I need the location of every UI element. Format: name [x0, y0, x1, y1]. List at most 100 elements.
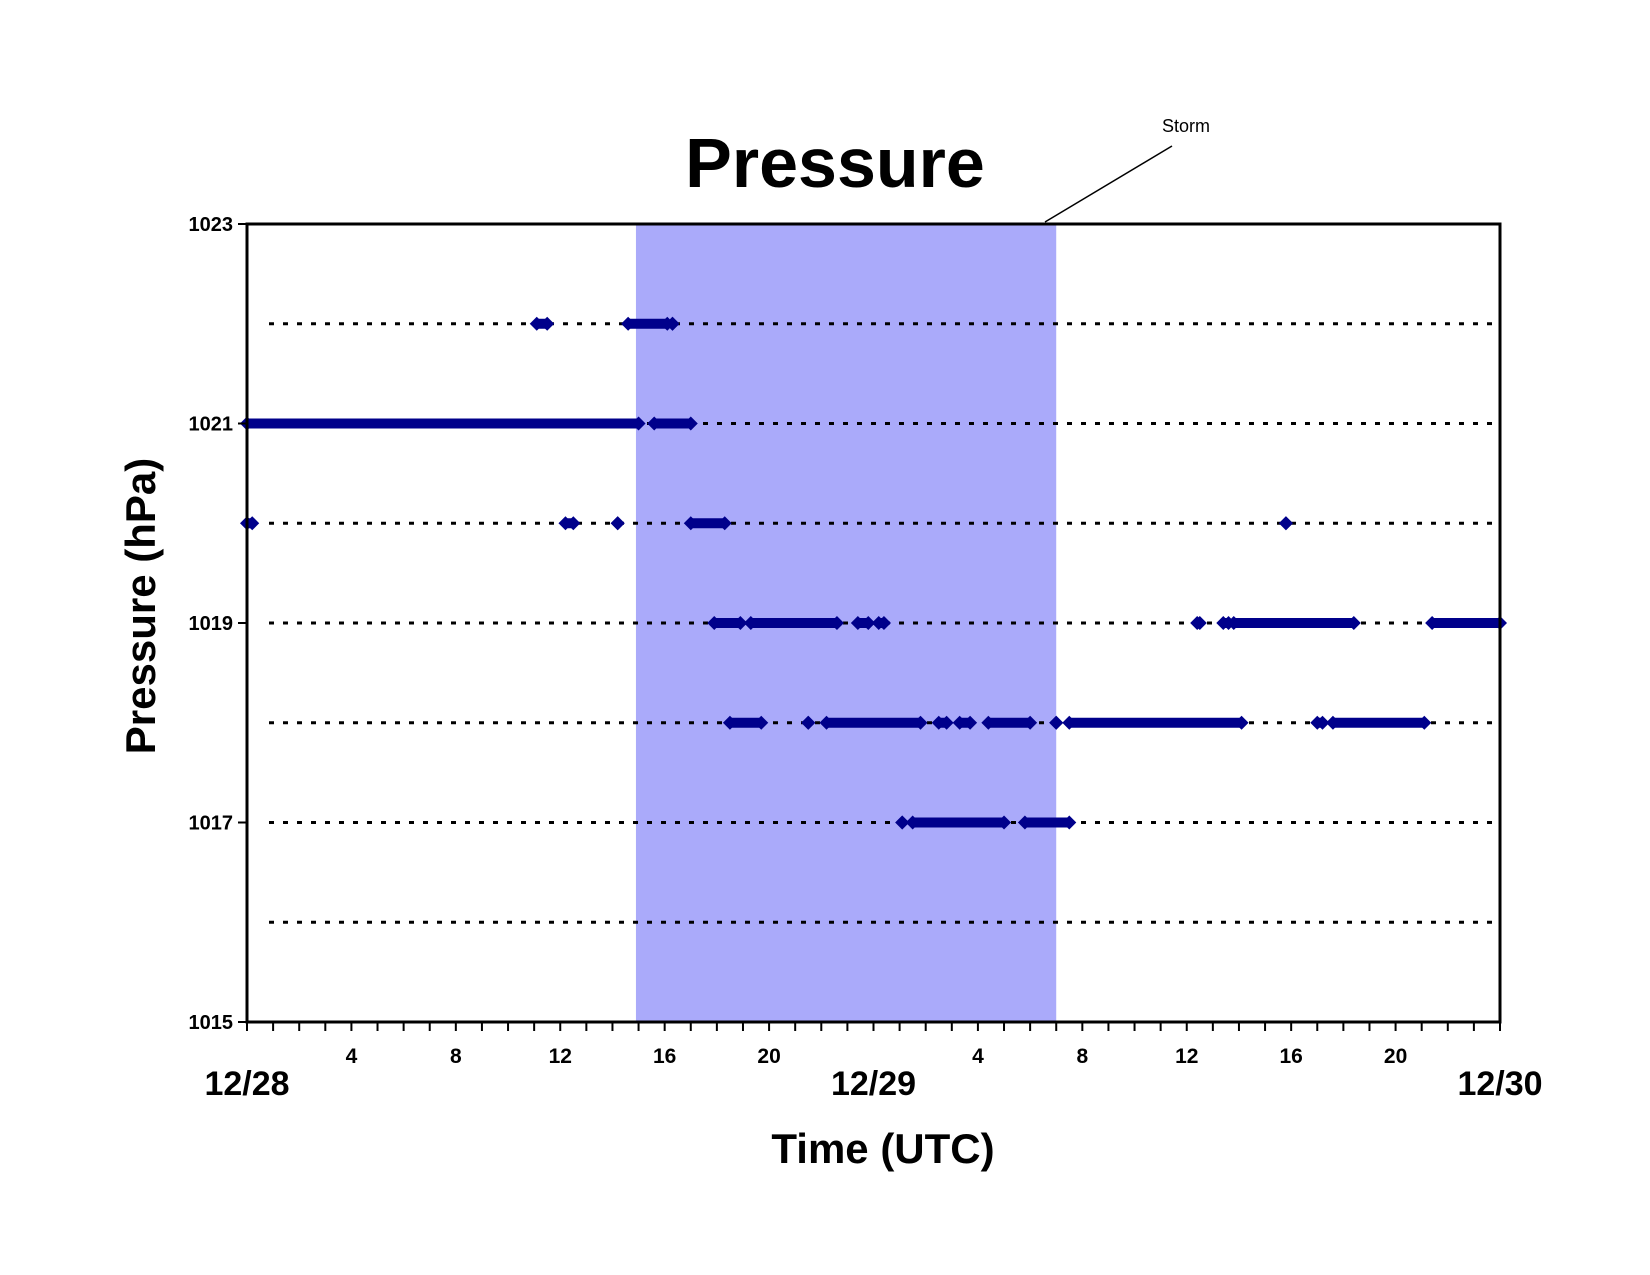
x-tick-label-hour-8: 8 [450, 1045, 462, 1068]
data-point-start [1425, 616, 1440, 630]
data-point-end [566, 516, 581, 531]
data-point-end [1023, 715, 1038, 730]
data-point-start [1226, 616, 1241, 630]
chart-title: Pressure [685, 124, 985, 202]
x-tick-label-hour-32: 8 [1076, 1045, 1088, 1068]
data-run-19 [801, 715, 816, 730]
data-run-26 [1310, 715, 1330, 730]
data-run-30 [1017, 815, 1077, 830]
data-point-end [1346, 616, 1361, 630]
data-run-12 [850, 616, 876, 630]
x-date-label-48: 12/30 [1457, 1065, 1542, 1103]
data-point-end [1278, 516, 1293, 531]
y-tick-label-1017: 1017 [189, 813, 234, 835]
data-run-9 [1278, 516, 1293, 531]
data-point-start [1325, 715, 1340, 730]
data-point-end [717, 516, 732, 531]
x-tick-label-hour-4: 4 [346, 1045, 358, 1068]
data-run-4 [647, 416, 698, 431]
x-tick-label-hour-16: 16 [653, 1045, 676, 1068]
x-tick-label-hour-12: 12 [549, 1045, 572, 1068]
data-point-start [743, 616, 758, 630]
data-point-end [665, 316, 680, 331]
data-point-start [850, 616, 865, 630]
data-point-start [1062, 715, 1077, 730]
data-run-7 [610, 516, 625, 531]
storm-annotation-label: Storm [1162, 116, 1210, 136]
x-tick-label-hour-40: 16 [1279, 1045, 1302, 1068]
data-point-end [801, 715, 816, 730]
data-run-6 [558, 516, 581, 531]
data-point-end [540, 316, 555, 331]
data-run-20 [819, 715, 928, 730]
x-tick-label-hour-36: 12 [1175, 1045, 1198, 1068]
y-tick-label-1021: 1021 [189, 414, 234, 436]
data-point-end [1234, 715, 1249, 730]
data-run-14 [1190, 616, 1207, 630]
data-point-start [647, 416, 662, 431]
data-point-start [981, 715, 996, 730]
storm-annotation-leader-line [1044, 145, 1173, 223]
data-run-16 [1226, 616, 1361, 630]
data-point-start [905, 815, 920, 830]
data-point-end [913, 715, 928, 730]
data-run-13 [871, 616, 891, 630]
data-run-22 [952, 715, 978, 730]
data-point-start [952, 715, 967, 730]
data-series [240, 316, 1507, 830]
y-tick-label-1023: 1023 [189, 214, 234, 236]
axis-ticks [238, 223, 1501, 1031]
data-run-18 [722, 715, 769, 730]
x-tick-label-hour-20: 20 [757, 1045, 780, 1068]
data-point-end [733, 616, 748, 630]
data-point-end [1417, 715, 1432, 730]
data-point-end [963, 715, 978, 730]
x-tick-label-hour-44: 20 [1384, 1045, 1407, 1068]
data-point-start [1017, 815, 1032, 830]
y-tick-label-1015: 1015 [189, 1012, 234, 1034]
data-point-start [558, 516, 573, 531]
data-point-end [683, 416, 698, 431]
data-run-23 [981, 715, 1038, 730]
data-run-2 [665, 316, 680, 331]
data-point-start [722, 715, 737, 730]
data-run-10 [707, 616, 748, 630]
data-point-start [707, 616, 722, 630]
data-point-end [1192, 616, 1207, 630]
data-point-end [754, 715, 769, 730]
data-point-start [529, 316, 544, 331]
x-date-label-0: 12/28 [204, 1065, 289, 1103]
x-tick-label-hour-28: 4 [972, 1045, 984, 1068]
data-point-end [1049, 715, 1064, 730]
data-run-24 [1049, 715, 1064, 730]
data-point-end [1062, 815, 1077, 830]
data-run-8 [683, 516, 732, 531]
data-run-3 [240, 416, 646, 431]
data-point-end [1315, 715, 1330, 730]
data-point-end [829, 616, 844, 630]
x-date-label-24: 12/29 [831, 1065, 916, 1103]
data-run-25 [1062, 715, 1249, 730]
data-point-end [610, 516, 625, 531]
data-run-29 [905, 815, 1012, 830]
data-run-27 [1325, 715, 1432, 730]
data-point-end [631, 416, 646, 431]
y-axis-label: Pressure (hPa) [117, 458, 164, 754]
data-point-end [876, 616, 891, 630]
data-point-end [997, 815, 1012, 830]
data-point-end [895, 815, 910, 830]
data-run-21 [931, 715, 954, 730]
data-run-0 [529, 316, 555, 331]
data-run-28 [895, 815, 910, 830]
data-point-start [931, 715, 946, 730]
y-tick-label-1019: 1019 [189, 613, 234, 635]
data-run-11 [743, 616, 844, 630]
data-point-start [819, 715, 834, 730]
x-axis-label: Time (UTC) [771, 1125, 994, 1172]
data-point-end [939, 715, 954, 730]
tick-labels: 1015 1017 1019 1021 1023 4 8 12 16 20 4 8 12 16 20 12/2… [189, 214, 1543, 1103]
data-point-start [683, 516, 698, 531]
data-point-end [861, 616, 876, 630]
data-point-end [245, 516, 260, 531]
